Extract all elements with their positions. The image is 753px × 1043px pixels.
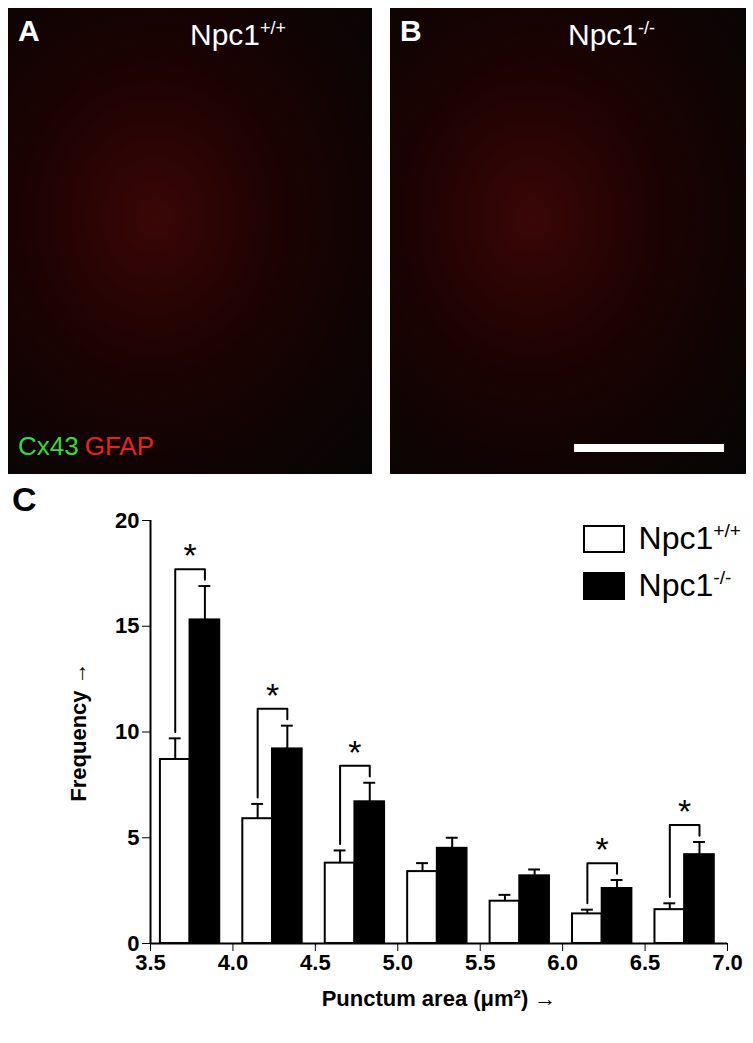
svg-text:3.5: 3.5 bbox=[135, 950, 166, 975]
svg-text:Frequency →: Frequency → bbox=[66, 662, 91, 801]
svg-text:6.0: 6.0 bbox=[547, 950, 578, 975]
svg-text:*: * bbox=[183, 536, 196, 574]
html-text:Npc1-/-: Npc1-/- bbox=[568, 18, 655, 51]
html-text:Npc1+/+: Npc1+/+ bbox=[638, 520, 741, 556]
svg-text:*: * bbox=[348, 733, 361, 771]
svg-text:6.5: 6.5 bbox=[630, 950, 661, 975]
html-text:Npc1+/+: Npc1+/+ bbox=[190, 18, 287, 51]
svg-text:5.5: 5.5 bbox=[465, 950, 496, 975]
svg-text:5.0: 5.0 bbox=[382, 950, 413, 975]
svg-text:4.0: 4.0 bbox=[218, 950, 249, 975]
html-text:B: B bbox=[400, 14, 422, 47]
svg-text:*: * bbox=[266, 676, 279, 714]
svg-text:5: 5 bbox=[127, 825, 139, 850]
html-text:C: C bbox=[12, 480, 37, 518]
svg-text:Punctum area (μm²) →: Punctum area (μm²) → bbox=[322, 986, 557, 1011]
svg-text:0: 0 bbox=[127, 930, 140, 956]
svg-text:*: * bbox=[678, 792, 691, 830]
html-text:Cx43 GFAP: Cx43 GFAP bbox=[18, 431, 155, 461]
svg-text:*: * bbox=[596, 830, 609, 868]
svg-text:7.0: 7.0 bbox=[712, 950, 743, 975]
svg-text:20: 20 bbox=[115, 508, 139, 533]
svg-text:10: 10 bbox=[115, 719, 139, 744]
svg-text:4.5: 4.5 bbox=[300, 950, 331, 975]
svg-text:15: 15 bbox=[115, 613, 139, 638]
html-text:A: A bbox=[18, 14, 40, 47]
html-text:Npc1-/-: Npc1-/- bbox=[638, 567, 732, 603]
